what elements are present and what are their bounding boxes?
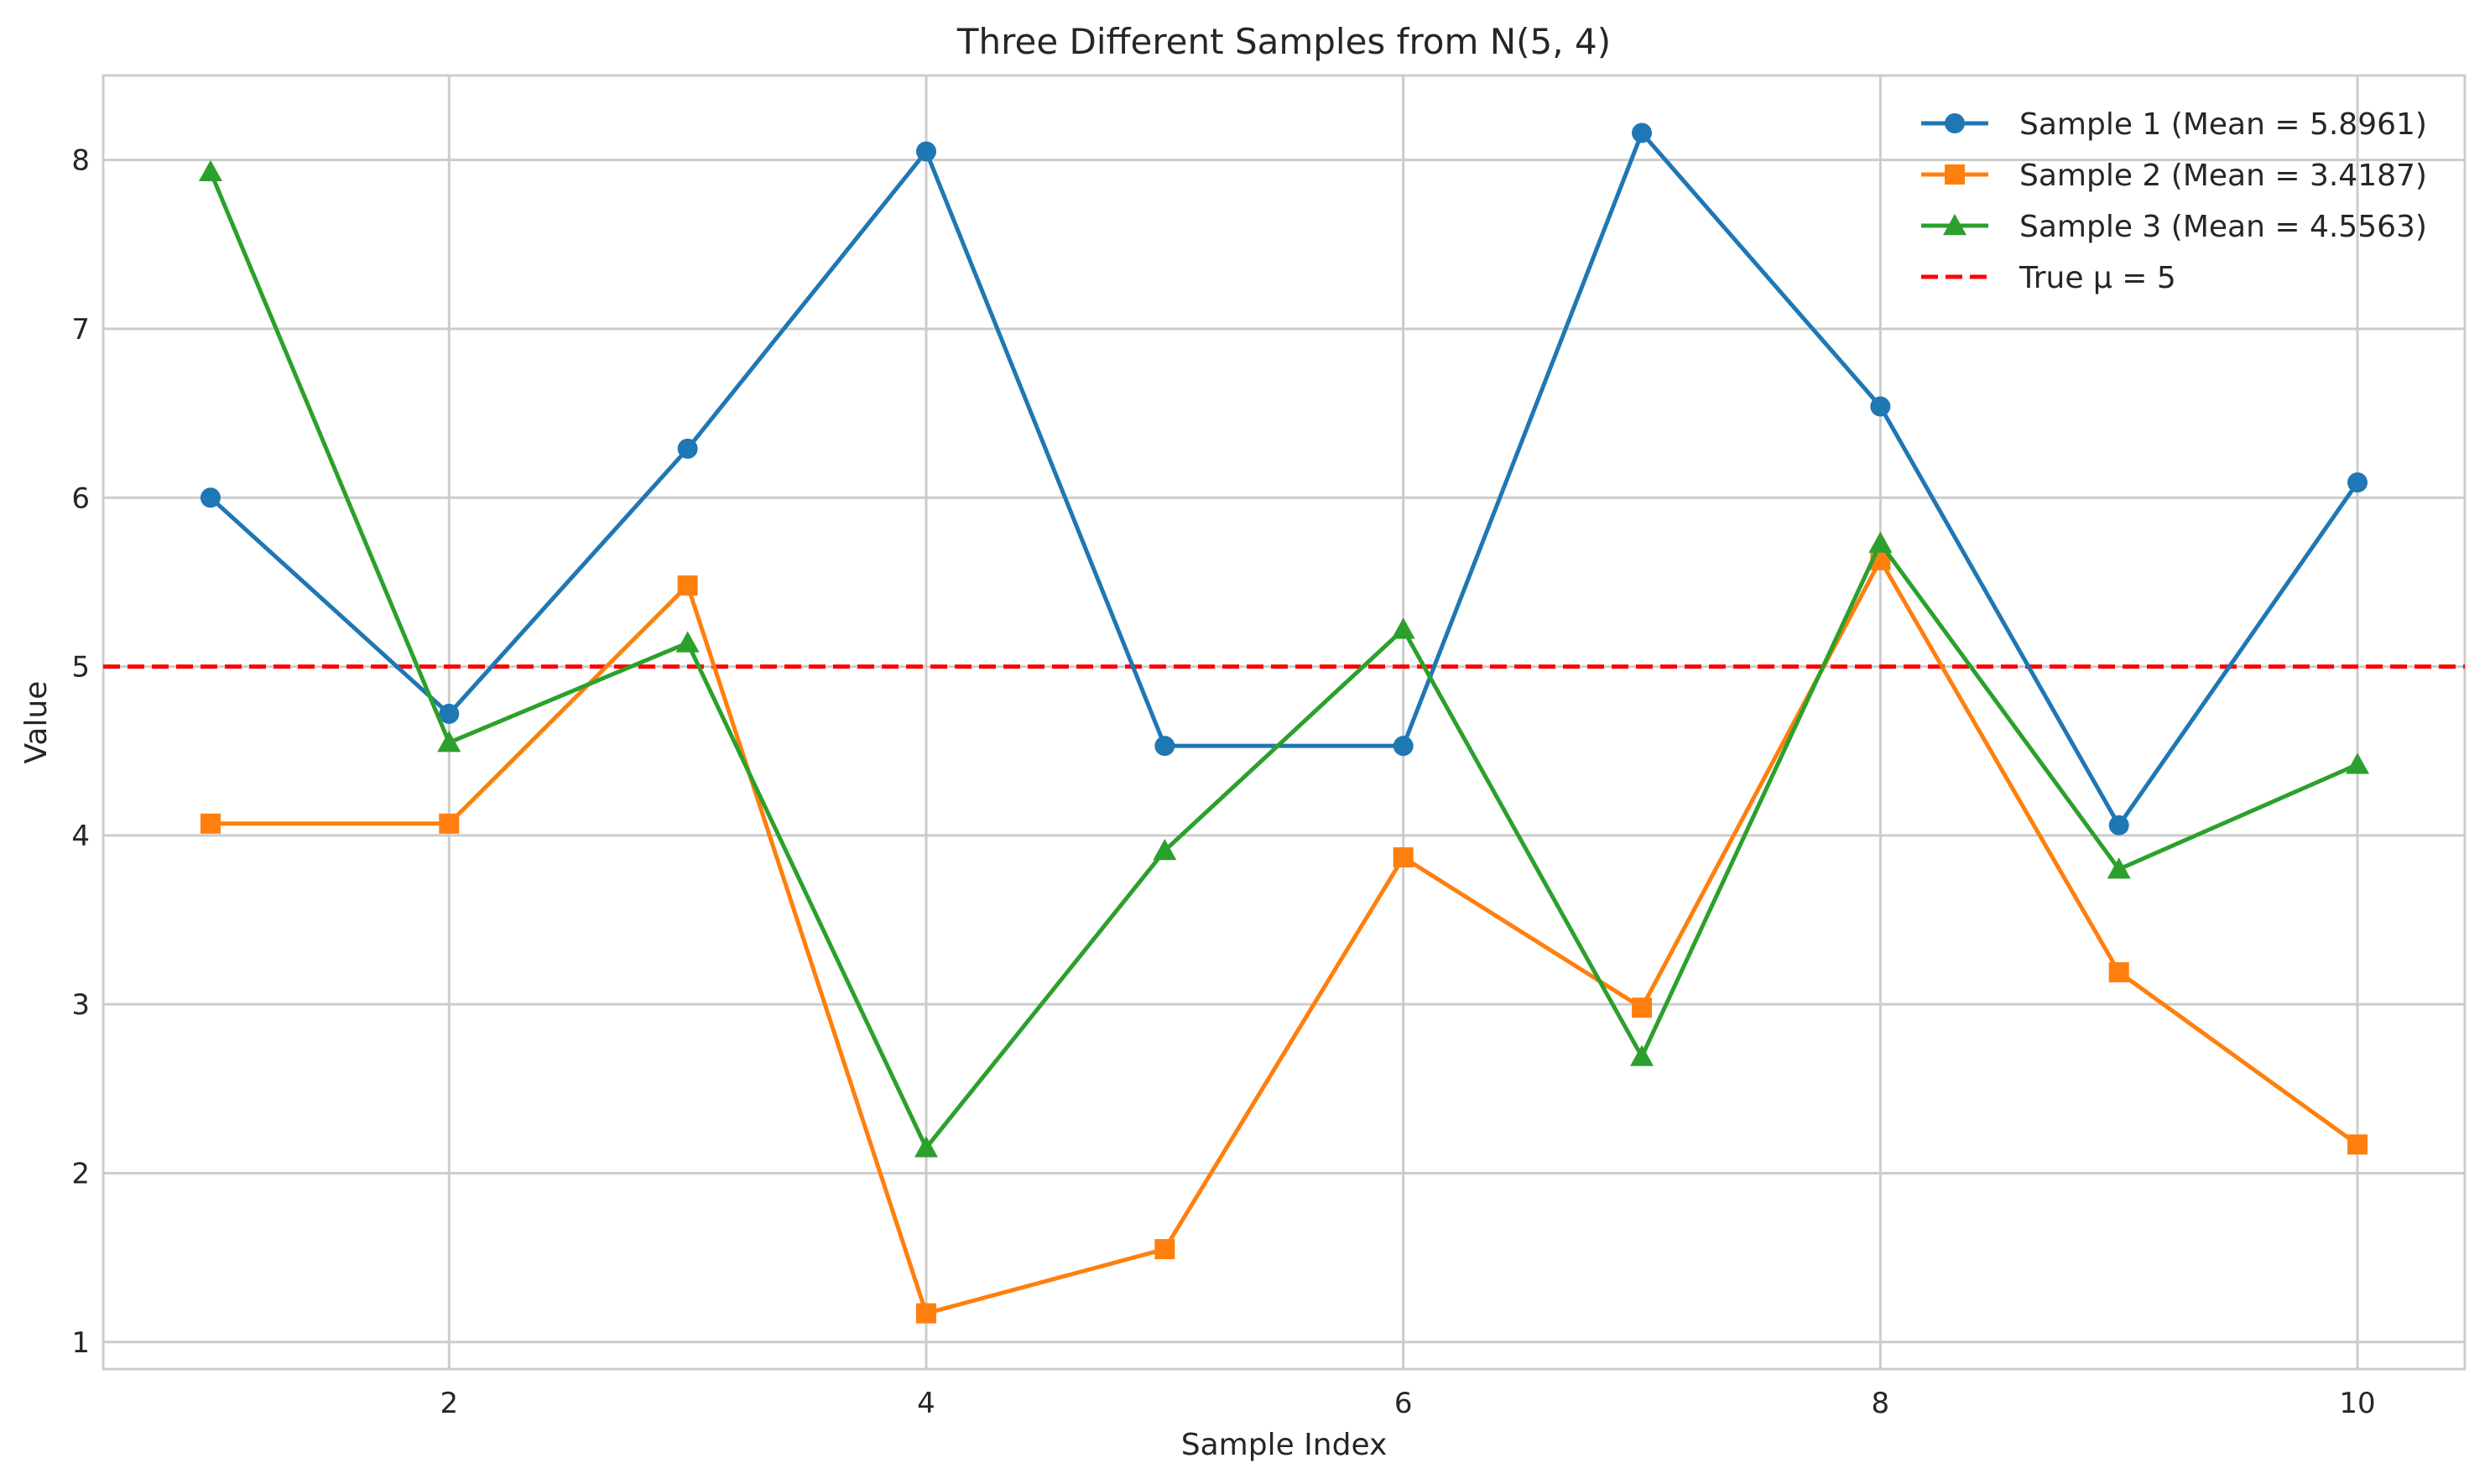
y-axis-label: Value <box>19 681 54 764</box>
y-tick-label: 3 <box>71 988 90 1022</box>
y-tick-label: 4 <box>71 820 90 853</box>
series-3-point <box>2346 752 2370 774</box>
series-2-point <box>439 813 460 834</box>
x-tick-label: 10 <box>2339 1387 2375 1420</box>
series-1-point <box>915 141 936 162</box>
series-3-point <box>1868 531 1893 553</box>
series-3-point <box>198 159 222 181</box>
series-3 <box>198 159 2370 1158</box>
legend-label-series-3: Sample 3 (Mean = 4.5563) <box>2019 210 2427 244</box>
series-2-point <box>1154 1239 1175 1260</box>
series-2 <box>200 549 2368 1324</box>
series-2-point <box>1632 997 1653 1018</box>
series-2-line <box>210 558 2359 1316</box>
legend-marker-series-1 <box>1945 113 1965 133</box>
series-1-point <box>439 703 460 724</box>
chart-title: Three Different Samples from N(5, 4) <box>956 21 1611 62</box>
series-3-point <box>675 631 700 653</box>
series-1-point <box>2108 815 2129 836</box>
series-3-line <box>208 170 2359 1150</box>
series-3-point <box>1630 1044 1654 1066</box>
x-tick-label: 8 <box>1872 1387 1890 1420</box>
y-tick-label: 5 <box>71 651 90 685</box>
legend-label-series-2: Sample 2 (Mean = 3.4187) <box>2019 159 2427 193</box>
series-1-point <box>2347 472 2368 493</box>
legend-label-series-1: Sample 1 (Mean = 5.8961) <box>2019 107 2427 142</box>
legend-label-reference: True μ = 5 <box>2019 261 2176 295</box>
series-3-point <box>1153 838 1177 861</box>
legend-marker-series-3 <box>1943 214 1966 236</box>
series-3-point <box>1391 617 1415 639</box>
series-3-point <box>2107 857 2131 879</box>
y-tick-label: 7 <box>71 313 90 346</box>
series-2-point <box>2347 1134 2368 1155</box>
x-axis-label: Sample Index <box>1181 1428 1388 1462</box>
x-tick-label: 2 <box>440 1387 458 1420</box>
series-2-point <box>1393 847 1414 868</box>
series-1-point <box>1632 122 1653 143</box>
y-tick-label: 1 <box>71 1326 90 1360</box>
series-1-point <box>1393 736 1414 757</box>
series-1 <box>200 122 2368 836</box>
series-2-point <box>677 575 698 596</box>
legend-marker-series-2 <box>1945 164 1965 185</box>
series-1-point <box>1154 736 1175 757</box>
x-tick-label: 6 <box>1394 1387 1413 1420</box>
y-tick-label: 6 <box>71 482 90 515</box>
y-tick-label: 8 <box>71 144 90 178</box>
series-1-line <box>209 130 2360 828</box>
legend: Sample 1 (Mean = 5.8961) Sample 2 (Mean =… <box>1921 107 2427 295</box>
y-tick-label: 2 <box>71 1157 90 1190</box>
series-1-point <box>677 438 698 459</box>
series-1-point <box>1870 396 1891 417</box>
series-3-point <box>437 731 461 752</box>
series-3-point <box>914 1136 938 1158</box>
x-tick-label: 4 <box>917 1387 935 1420</box>
series-1-point <box>200 487 221 508</box>
series-group <box>198 122 2370 1324</box>
plot-frame <box>102 74 2467 1371</box>
series-2-point <box>915 1303 936 1324</box>
series-2-point <box>2108 961 2129 982</box>
series-2-point <box>200 813 221 834</box>
